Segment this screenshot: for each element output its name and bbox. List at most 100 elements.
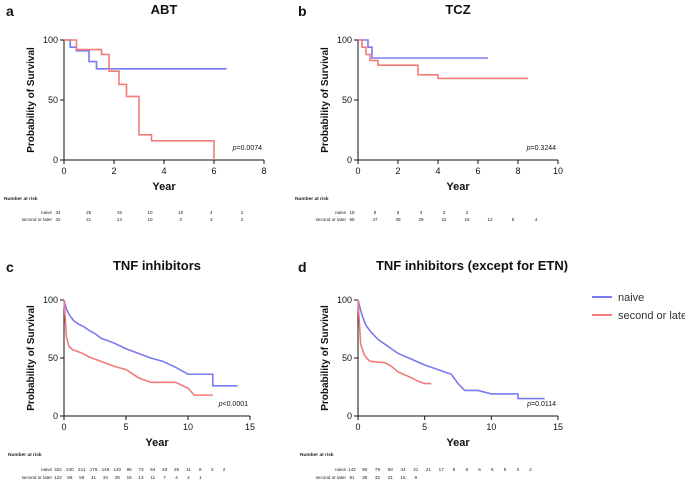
risk-value: 10 xyxy=(178,210,184,215)
risk-value: 21 xyxy=(86,217,92,222)
panel-label-b: b xyxy=(298,3,307,19)
number-at-risk-label-c: Number at risk xyxy=(8,452,42,458)
risk-value: 3 xyxy=(516,467,519,472)
risk-value: 81 xyxy=(349,475,355,480)
risk-value: 29 xyxy=(174,467,180,472)
risk-value: 15 xyxy=(127,475,133,480)
risk-value: 122 xyxy=(54,475,62,480)
risk-value: 4 xyxy=(187,475,190,480)
x-tick-label: 10 xyxy=(553,166,563,176)
risk-value: 15 xyxy=(400,475,406,480)
y-tick-label: 100 xyxy=(337,35,352,45)
risk-value: 98 xyxy=(127,467,133,472)
risk-value: 65 xyxy=(349,217,355,222)
y-axis-label-a: Probability of Survival xyxy=(26,47,37,153)
risk-value: 2 xyxy=(241,217,244,222)
risk-value: 142 xyxy=(348,467,356,472)
series-line-second-or-later-c xyxy=(63,299,213,396)
series-line-naive-c xyxy=(63,299,238,387)
y-tick-label: 0 xyxy=(347,411,352,421)
panel-b: b TCZ 0 50 100 0 2 4 6 8 10 Year Probability of Surv… xyxy=(295,2,563,222)
series-line-second-or-later-b xyxy=(358,39,528,80)
risk-value: 14 xyxy=(117,217,123,222)
risk-value: 90 xyxy=(362,467,368,472)
risk-value: 4 xyxy=(535,217,538,222)
x-tick-label: 6 xyxy=(475,166,480,176)
x-tick-label: 0 xyxy=(355,422,360,432)
risk-value: 6 xyxy=(478,467,481,472)
risk-value: 47 xyxy=(372,217,378,222)
risk-value: 34 xyxy=(55,210,61,215)
panel-c: c TNF inhibitors 0 50 100 0 5 10 15 Year Probabili… xyxy=(6,258,255,480)
y-tick-label: 50 xyxy=(48,95,58,105)
panel-label-d: d xyxy=(298,259,307,275)
risk-value: 1 xyxy=(199,475,202,480)
risk-value: 41 xyxy=(91,475,97,480)
risk-value: 5 xyxy=(504,467,507,472)
x-tick-label: 0 xyxy=(61,166,66,176)
risk-row-label: second or later xyxy=(316,475,347,480)
y-axis-label-b: Probability of Survival xyxy=(320,47,331,153)
x-tick-label: 2 xyxy=(111,166,116,176)
risk-value: 22 xyxy=(441,217,447,222)
risk-value: 16 xyxy=(464,217,470,222)
risk-value: 34 xyxy=(103,475,109,480)
number-at-risk-label-d: Number at risk xyxy=(300,452,334,458)
risk-value: 240 xyxy=(66,467,74,472)
x-axis-label-a: Year xyxy=(152,181,176,193)
risk-value: 31 xyxy=(413,467,419,472)
risk-value: 10 xyxy=(147,217,153,222)
risk-value: 58 xyxy=(388,467,394,472)
x-tick-label: 5 xyxy=(422,422,427,432)
risk-value: 176 xyxy=(90,467,98,472)
risk-value: 12 xyxy=(487,217,493,222)
chart-title-a: ABT xyxy=(151,2,178,17)
risk-value: 32 xyxy=(375,475,381,480)
number-at-risk-label-a: Number at risk xyxy=(4,196,38,202)
x-tick-label: 5 xyxy=(123,422,128,432)
risk-value: 10 xyxy=(147,210,153,215)
y-tick-label: 100 xyxy=(337,295,352,305)
risk-value: 4 xyxy=(175,475,178,480)
x-axis-label-d: Year xyxy=(446,437,470,449)
risk-value: 3 xyxy=(211,467,214,472)
y-tick-label: 100 xyxy=(43,295,58,305)
y-tick-label: 100 xyxy=(43,35,58,45)
risk-value: 73 xyxy=(138,467,144,472)
chart-title-d: TNF inhibitors (except for ETN) xyxy=(376,258,568,273)
risk-value: 322 xyxy=(54,467,62,472)
x-tick-label: 8 xyxy=(261,166,266,176)
risk-value: 39 xyxy=(395,217,401,222)
p-value-d: p=0.0114 xyxy=(526,401,556,408)
risk-row-label: naive xyxy=(41,210,52,215)
risk-value: 4 xyxy=(420,210,423,215)
risk-value: 40 xyxy=(162,467,168,472)
y-axis-label-d: Probability of Survival xyxy=(320,305,331,411)
risk-value: 8 xyxy=(199,467,202,472)
panel-label-c: c xyxy=(6,259,14,275)
risk-row-label: naive xyxy=(335,210,346,215)
risk-value: 13 xyxy=(138,475,144,480)
y-tick-label: 50 xyxy=(342,353,352,363)
risk-value: 6 xyxy=(491,467,494,472)
risk-value: 4 xyxy=(210,210,213,215)
legend: naive second or later xyxy=(592,292,685,322)
risk-value: 8 xyxy=(374,210,377,215)
risk-value: 11 xyxy=(186,467,191,472)
risk-value: 146 xyxy=(102,467,110,472)
risk-value: 3 xyxy=(210,217,213,222)
risk-value: 25 xyxy=(86,210,92,215)
y-tick-label: 50 xyxy=(342,95,352,105)
risk-value: 59 xyxy=(79,475,85,480)
risk-value: 79 xyxy=(375,467,381,472)
risk-value: 2 xyxy=(241,210,244,215)
risk-value: 15 xyxy=(117,210,123,215)
x-tick-label: 4 xyxy=(435,166,440,176)
risk-value: 120 xyxy=(113,467,121,472)
chart-title-c: TNF inhibitors xyxy=(113,258,201,273)
x-tick-label: 15 xyxy=(553,422,563,432)
x-tick-label: 2 xyxy=(395,166,400,176)
risk-row-label: second or later xyxy=(316,217,347,222)
number-at-risk-label-b: Number at risk xyxy=(295,196,329,202)
risk-value: 32 xyxy=(55,217,61,222)
